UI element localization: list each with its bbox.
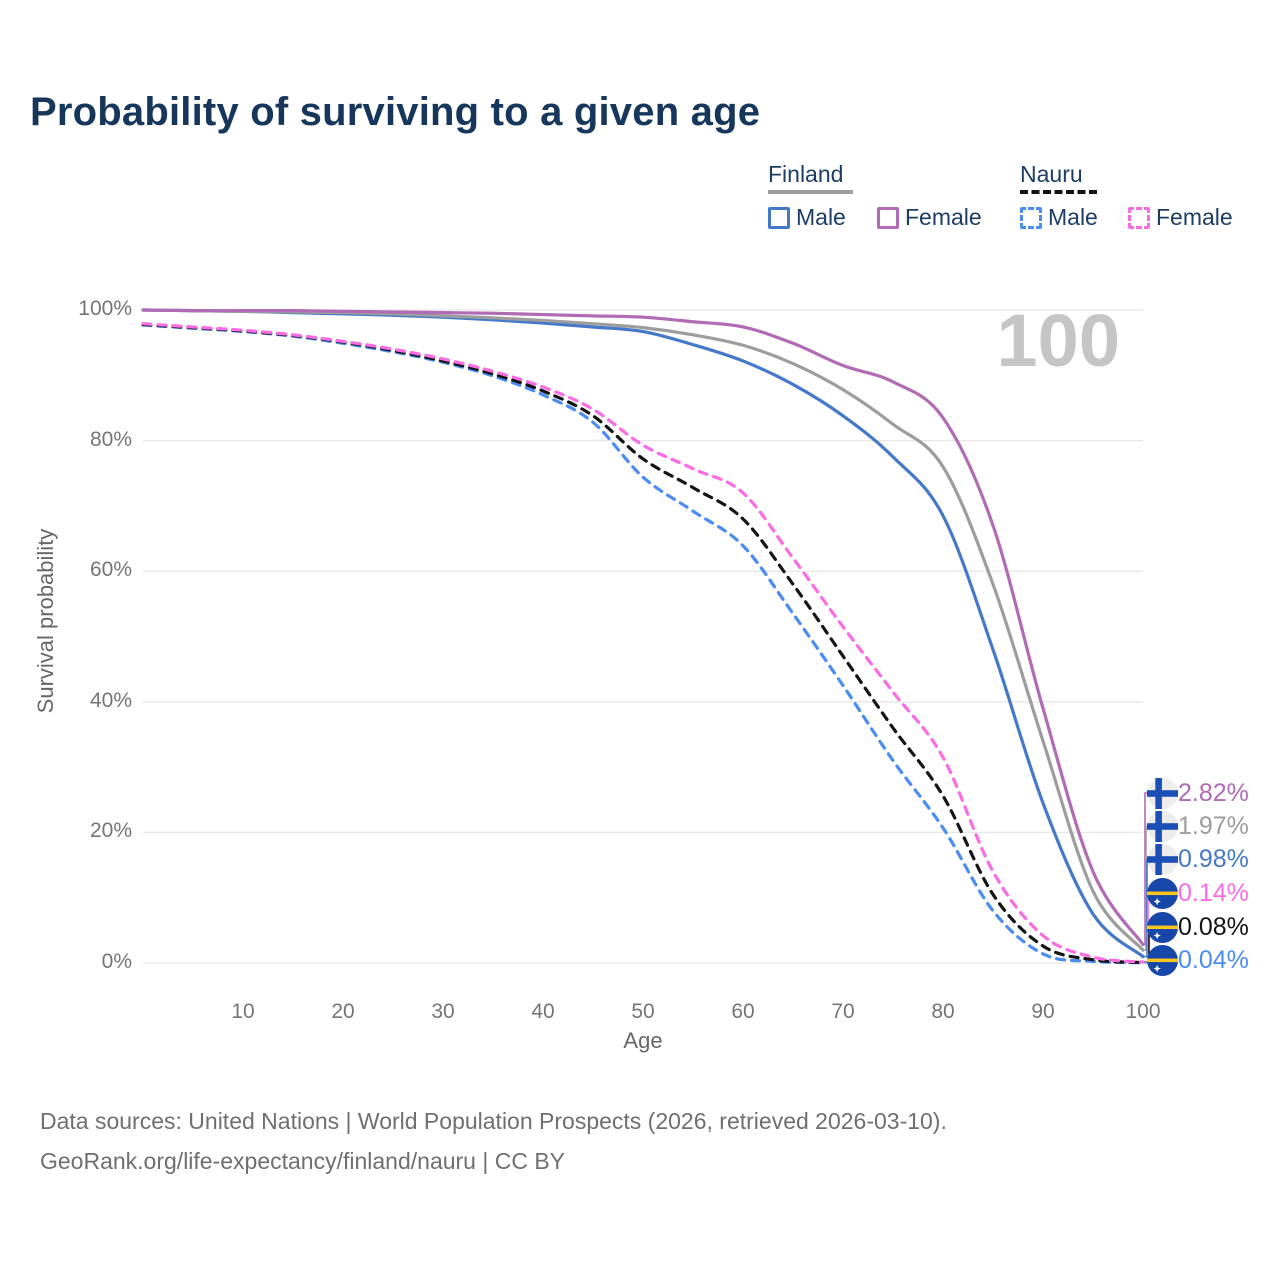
y-tick-80: 80%: [89, 428, 132, 451]
legend-finland-underline: [768, 190, 853, 194]
series-line-finland-total: [141, 308, 1145, 952]
end-value-finland-total: 1.97%: [1178, 812, 1249, 840]
end-label-finland-female: 2.82%: [1147, 777, 1249, 810]
age-counter-watermark: 100: [997, 299, 1120, 382]
attribution-line: GeoRank.org/life-expectancy/finland/naur…: [40, 1148, 566, 1174]
legend-item-finland-female[interactable]: Female: [877, 204, 982, 231]
x-tick-100: 100: [1125, 1000, 1161, 1023]
x-tick-70: 70: [831, 1000, 855, 1023]
finland-flag-icon: [1147, 778, 1178, 809]
end-label-nauru-total: 0.08%: [1147, 911, 1249, 944]
legend-group-finland: Finland: [768, 161, 853, 194]
series-line-finland-female: [141, 308, 1145, 947]
x-tick-20: 20: [331, 1000, 355, 1023]
y-tick-40: 40%: [89, 689, 132, 712]
y-tick-0: 0%: [101, 950, 132, 973]
y-axis-title: Survival probability: [33, 528, 58, 714]
end-label-nauru-female: 0.14%: [1147, 877, 1249, 910]
legend-item-nauru-female[interactable]: Female: [1128, 204, 1233, 231]
x-tick-30: 30: [431, 1000, 455, 1023]
legend-nauru-female-label: Female: [1156, 204, 1233, 230]
legend-finland-male-label: Male: [796, 204, 846, 230]
y-tick-60: 60%: [89, 558, 132, 581]
x-axis-title: Age: [623, 1028, 663, 1053]
nauru-female-swatch-icon: [1128, 206, 1150, 229]
data-sources-line: Data sources: United Nations | World Pop…: [40, 1108, 947, 1134]
series-line-nauru-male: [141, 323, 1145, 965]
y-tick-20: 20%: [89, 819, 132, 842]
series-line-nauru-female: [141, 322, 1145, 964]
nauru-male-swatch-icon: [1020, 206, 1042, 229]
legend-item-finland-male[interactable]: Male: [768, 204, 846, 231]
legend-finland-name: Finland: [768, 161, 844, 187]
x-tick-60: 60: [731, 1000, 755, 1023]
page-title: Probability of surviving to a given age: [30, 90, 761, 134]
y-tick-100: 100%: [78, 297, 132, 320]
series-line-finland-male: [141, 308, 1145, 959]
end-label-finland-total: 1.97%: [1147, 810, 1249, 843]
legend-nauru-underline: [1020, 190, 1097, 194]
nauru-flag-icon: [1147, 878, 1178, 909]
x-tick-80: 80: [931, 1000, 955, 1023]
legend-nauru-name: Nauru: [1020, 161, 1083, 187]
end-value-nauru-female: 0.14%: [1178, 879, 1249, 907]
end-label-nauru-male: 0.04%: [1147, 944, 1249, 977]
finland-flag-icon: [1147, 844, 1178, 875]
series-line-nauru-total: [141, 322, 1145, 965]
end-value-finland-female: 2.82%: [1178, 779, 1249, 807]
x-tick-50: 50: [631, 1000, 655, 1023]
x-tick-40: 40: [531, 1000, 555, 1023]
end-label-finland-male: 0.98%: [1147, 843, 1249, 876]
finland-female-swatch-icon: [877, 206, 899, 229]
x-tick-10: 10: [231, 1000, 255, 1023]
finland-flag-icon: [1147, 811, 1178, 842]
legend-finland-female-label: Female: [905, 204, 982, 230]
legend-nauru-male-label: Male: [1048, 204, 1098, 230]
x-tick-90: 90: [1031, 1000, 1055, 1023]
end-value-finland-male: 0.98%: [1178, 845, 1249, 873]
nauru-flag-icon: [1147, 912, 1178, 943]
legend-item-nauru-male[interactable]: Male: [1020, 204, 1098, 231]
end-value-nauru-total: 0.08%: [1178, 913, 1249, 941]
finland-male-swatch-icon: [768, 206, 790, 229]
nauru-flag-icon: [1147, 945, 1178, 976]
legend-group-nauru: Nauru: [1020, 161, 1097, 194]
end-value-nauru-male: 0.04%: [1178, 946, 1249, 974]
